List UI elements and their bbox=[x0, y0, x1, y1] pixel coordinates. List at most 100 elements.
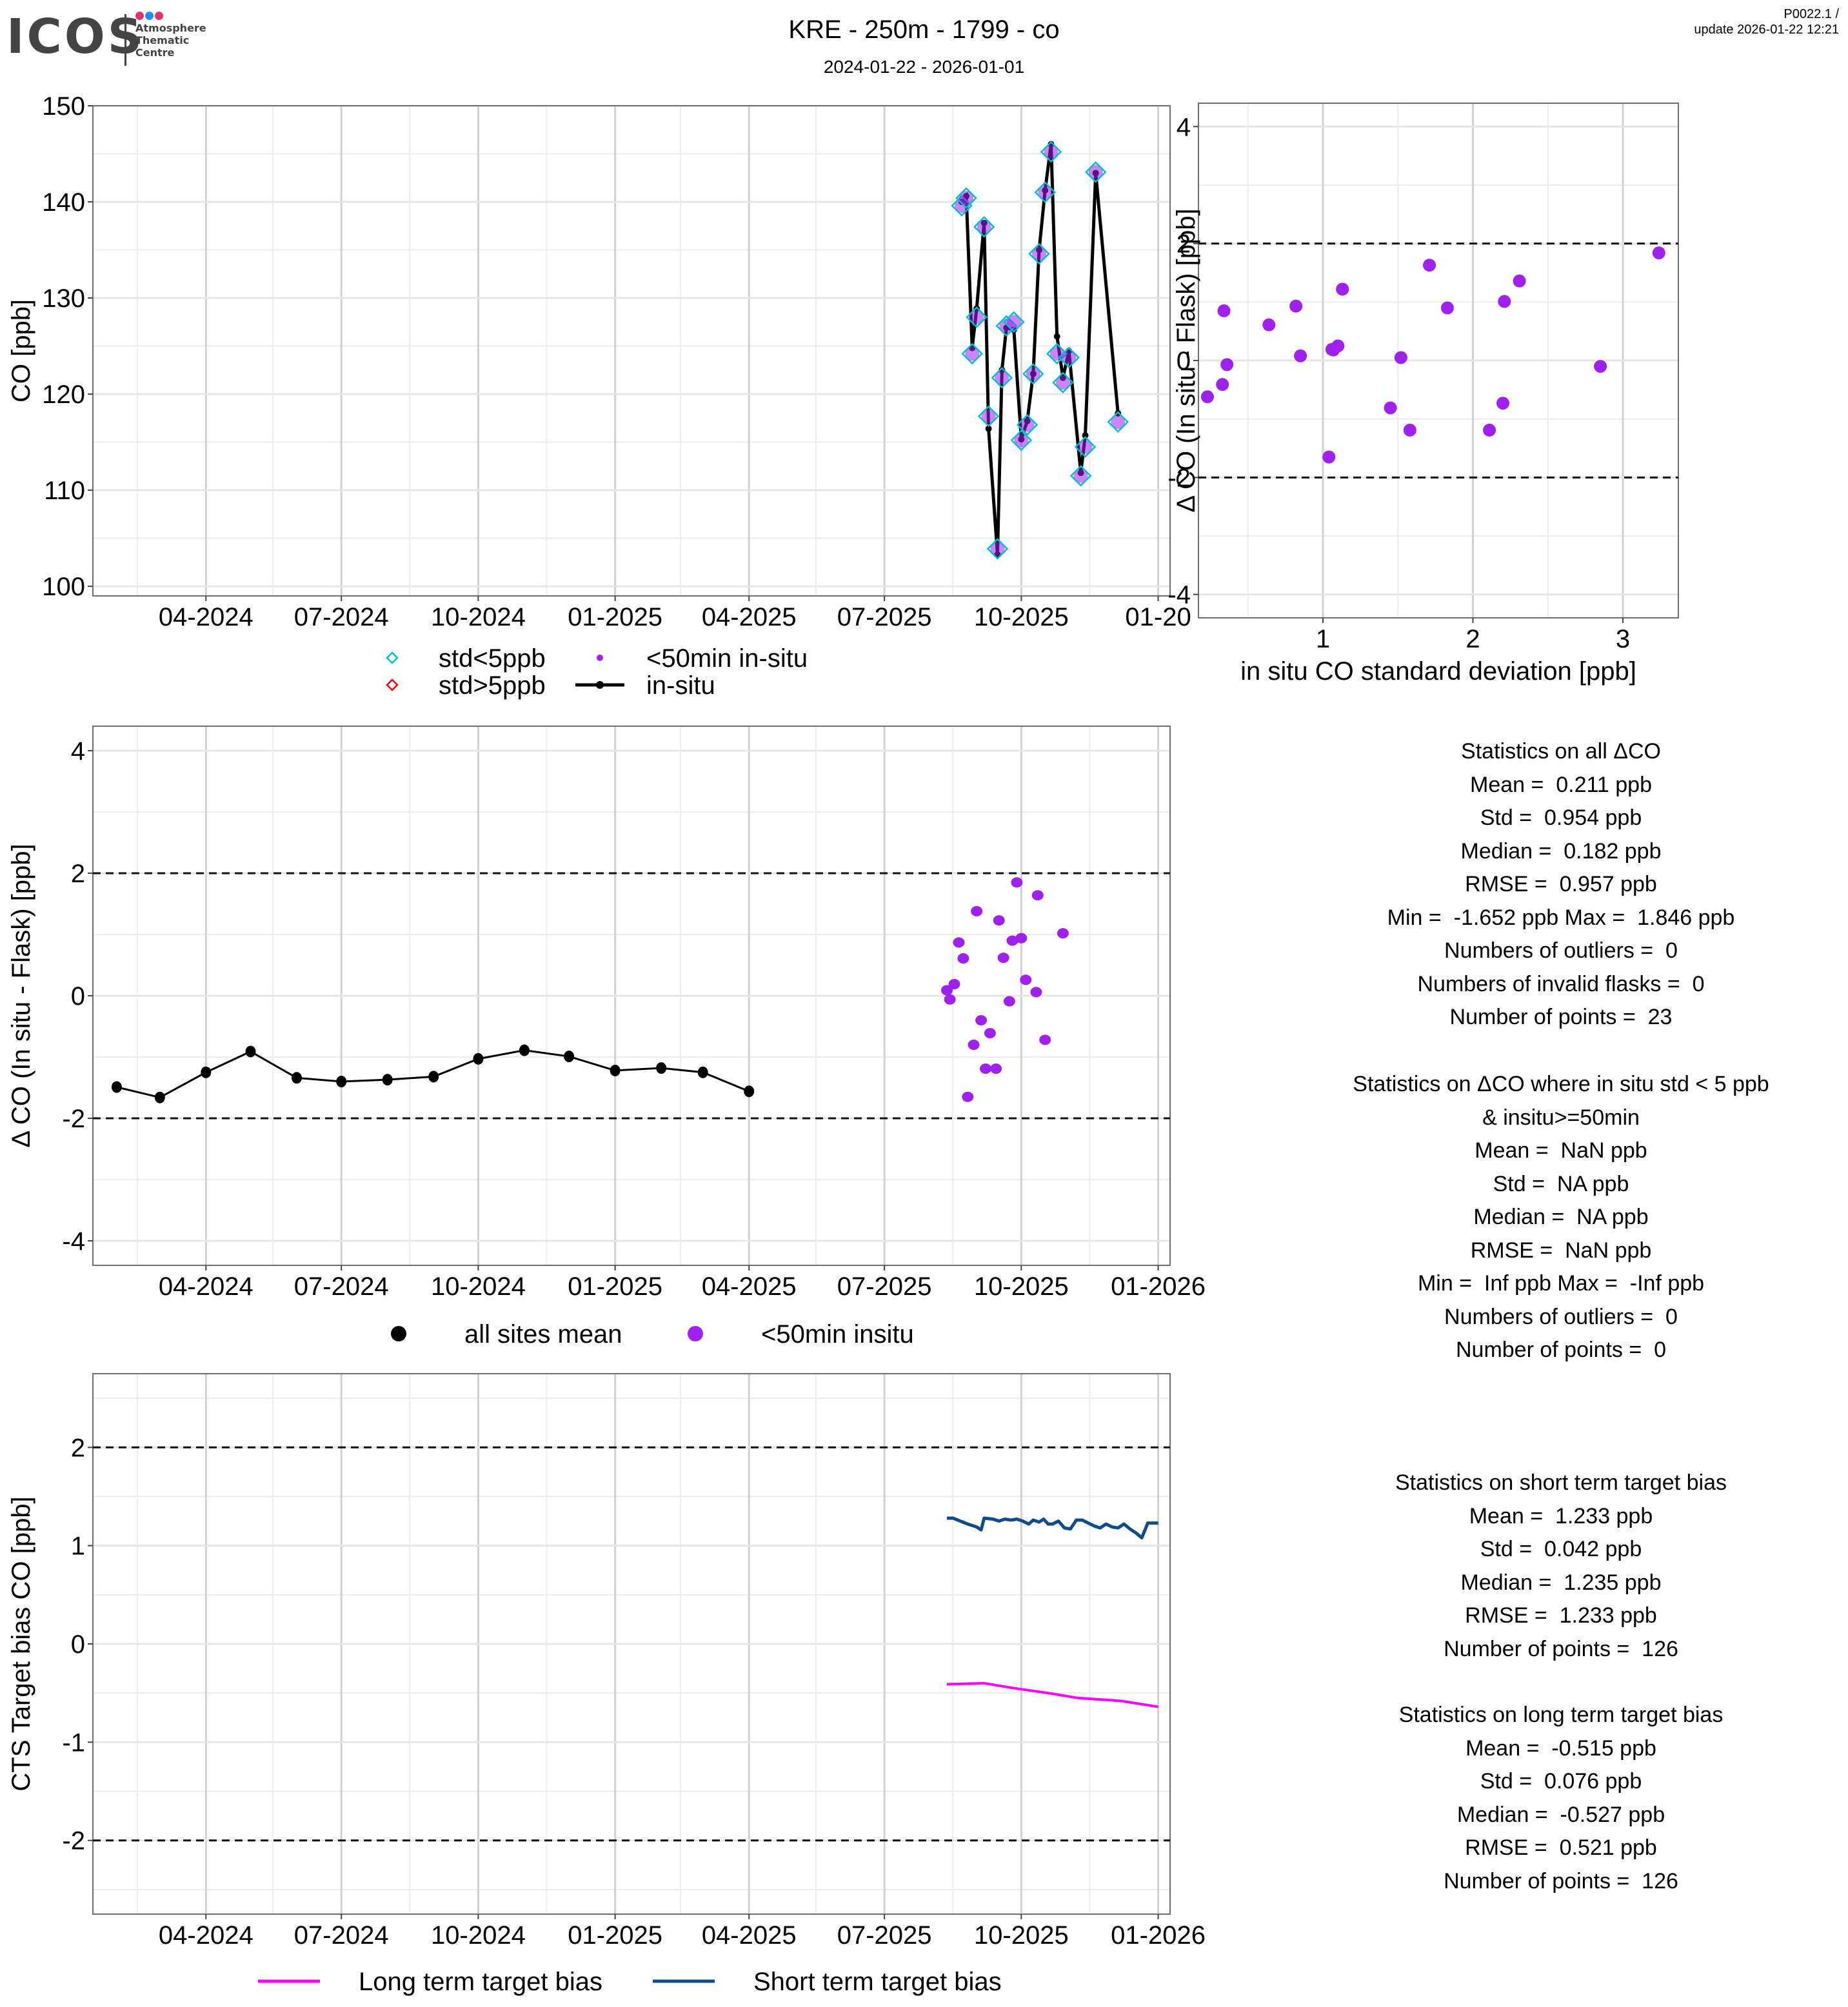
flask-diamond-point bbox=[973, 215, 995, 238]
flask-diamond-point bbox=[977, 405, 1000, 428]
y-tick-label: 4 bbox=[71, 737, 85, 766]
y-tick-label: 100 bbox=[42, 573, 85, 601]
flask-insitu-point bbox=[990, 541, 1005, 556]
flask-insitu-point bbox=[969, 310, 984, 324]
y-tick-label: -2 bbox=[62, 1827, 85, 1855]
x-tick-label: 10-2025 bbox=[974, 1272, 1069, 1301]
scatter-point bbox=[1423, 259, 1436, 272]
scatter-point bbox=[1200, 390, 1214, 404]
scatter-point bbox=[1262, 318, 1276, 331]
y-tick-label: 120 bbox=[42, 381, 85, 409]
scatter-point bbox=[1496, 397, 1509, 410]
flask-insitu-point bbox=[1073, 468, 1088, 483]
legend-label: all sites mean bbox=[464, 1320, 622, 1349]
flask-insitu-point bbox=[959, 191, 973, 206]
stats-heading: Statistics on long term target bias bbox=[1398, 1703, 1724, 1727]
x-tick-label: 01-20 bbox=[1125, 603, 1191, 631]
scatter-point bbox=[1513, 274, 1526, 288]
plot-panel: -4 -2 0 2 4 1 2 3 bbox=[1167, 103, 1679, 653]
long-term-bias-line bbox=[946, 1681, 1158, 1708]
y-axis-label: Δ CO (In situ - Flask) [ppb] bbox=[7, 844, 35, 1147]
flask-insitu-point bbox=[1088, 164, 1103, 179]
stats-line: Std = 0.042 ppb bbox=[1480, 1537, 1642, 1561]
legend-dot-icon bbox=[688, 1326, 703, 1341]
insitu-delta-point bbox=[990, 1063, 1002, 1074]
logo-divider bbox=[124, 14, 126, 66]
flask-insitu-point bbox=[981, 409, 996, 424]
stats-line: Number of points = 0 bbox=[1455, 1338, 1666, 1362]
y-axis-label: CTS Target bias CO [ppb] bbox=[7, 1496, 35, 1791]
stats-heading: Statistics on all ΔCO bbox=[1461, 739, 1661, 764]
stats-line: Median = NA ppb bbox=[1473, 1205, 1649, 1229]
plot-panel: -2 -1 0 1 2 04-2024 07-2024 10-2024 01-2025 04-20… bbox=[62, 1373, 1206, 1950]
delta-vs-std-scatter-chart: -4 -2 0 2 4 1 2 3 Δ CO (In situ - Flask) [ppb] in… bbox=[1167, 103, 1679, 686]
stats-line: Mean = 1.233 ppb bbox=[1469, 1503, 1653, 1528]
y-tick-label: 140 bbox=[42, 188, 85, 217]
legend-item: all sites mean bbox=[391, 1320, 622, 1349]
insitu-delta-point bbox=[1030, 987, 1042, 998]
all-sites-mean-point bbox=[336, 1076, 347, 1087]
flask-insitu-point bbox=[1014, 433, 1029, 448]
flask-diamond-point bbox=[1058, 346, 1080, 369]
all-sites-mean-point bbox=[744, 1085, 755, 1098]
flask-diamond-point bbox=[955, 187, 977, 209]
plot-panel: 100 110 120 130 140 150 04-2024 07-2024 10-2024 0… bbox=[42, 92, 1191, 631]
insitu-delta-point bbox=[975, 1015, 988, 1025]
insitu-delta-point bbox=[1020, 974, 1032, 985]
insitu-delta-point bbox=[962, 1091, 974, 1102]
insitu-line bbox=[960, 144, 1120, 555]
stats-line: RMSE = NaN ppb bbox=[1470, 1238, 1652, 1263]
stats-line: RMSE = 1.233 ppb bbox=[1465, 1603, 1657, 1628]
y-tick-label: 110 bbox=[44, 477, 85, 505]
y-tick-label: 4 bbox=[1177, 113, 1191, 141]
y-tick-label: 2 bbox=[71, 1434, 85, 1462]
y-axis-label: Δ CO (In situ - Flask) [ppb] bbox=[1172, 208, 1200, 512]
legend-item: Short term target bias bbox=[653, 1968, 1002, 1996]
flask-insitu-point bbox=[995, 370, 1009, 385]
x-tick-label: 10-2024 bbox=[431, 1272, 526, 1301]
flask-diamond-point bbox=[1028, 242, 1050, 265]
insitu-point bbox=[1082, 432, 1089, 439]
logo-subtitle: Atmosphere Thematic Centre bbox=[135, 22, 206, 59]
short-term-bias-line bbox=[947, 1516, 1158, 1539]
insitu-delta-point bbox=[941, 985, 953, 996]
stats-line: Numbers of invalid flasks = 0 bbox=[1417, 971, 1705, 996]
flask-diamond-point bbox=[1084, 161, 1107, 183]
icos-logo-word: ICOS bbox=[6, 9, 145, 64]
y-tick-label: -4 bbox=[1167, 581, 1191, 609]
x-tick-label: 1 bbox=[1316, 625, 1330, 653]
logo-dots-icon bbox=[135, 12, 164, 23]
flask-diamond-point bbox=[1034, 181, 1057, 203]
all-sites-mean-point bbox=[610, 1064, 621, 1076]
flask-diamond-point bbox=[1016, 413, 1038, 436]
y-tick-label: 0 bbox=[71, 982, 85, 1011]
stats-line: Mean = NaN ppb bbox=[1475, 1138, 1647, 1163]
all-sites-mean-point bbox=[111, 1081, 122, 1093]
insitu-delta-point bbox=[984, 1027, 996, 1038]
stats-line: Median = 1.235 ppb bbox=[1460, 1570, 1662, 1595]
x-tick-label: 07-2024 bbox=[294, 1921, 389, 1950]
scatter-point bbox=[1403, 423, 1416, 437]
flask-diamond-point bbox=[961, 342, 983, 365]
scatter-point bbox=[1217, 304, 1231, 317]
flask-diamond-point bbox=[1052, 371, 1074, 393]
all-sites-mean-point bbox=[519, 1044, 530, 1056]
stats-line: Number of points = 23 bbox=[1449, 1005, 1673, 1029]
series-marks bbox=[946, 1516, 1158, 1708]
x-tick-label: 07-2025 bbox=[837, 603, 932, 631]
legend: Long term target bias Short term target b… bbox=[258, 1968, 1002, 1996]
all-sites-mean-point bbox=[382, 1074, 393, 1086]
flask-insitu-point bbox=[1038, 185, 1053, 200]
flask-insitu-point bbox=[1044, 144, 1058, 159]
stats-line: Median = -0.527 ppb bbox=[1456, 1802, 1665, 1827]
flask-diamond-point bbox=[1074, 436, 1097, 458]
stats-line: Std = NA ppb bbox=[1493, 1171, 1629, 1196]
insitu-delta-point bbox=[1057, 928, 1069, 939]
legend-label: in-situ bbox=[646, 671, 715, 700]
update-line: update 2026-01-22 12:21 bbox=[1694, 23, 1839, 37]
scatter-point bbox=[1336, 282, 1349, 296]
scatter-point bbox=[1220, 358, 1234, 371]
y-tick-label: 0 bbox=[1177, 347, 1191, 375]
stats-line: Mean = 0.211 ppb bbox=[1470, 772, 1652, 797]
x-tick-label: 10-2024 bbox=[431, 1921, 526, 1950]
